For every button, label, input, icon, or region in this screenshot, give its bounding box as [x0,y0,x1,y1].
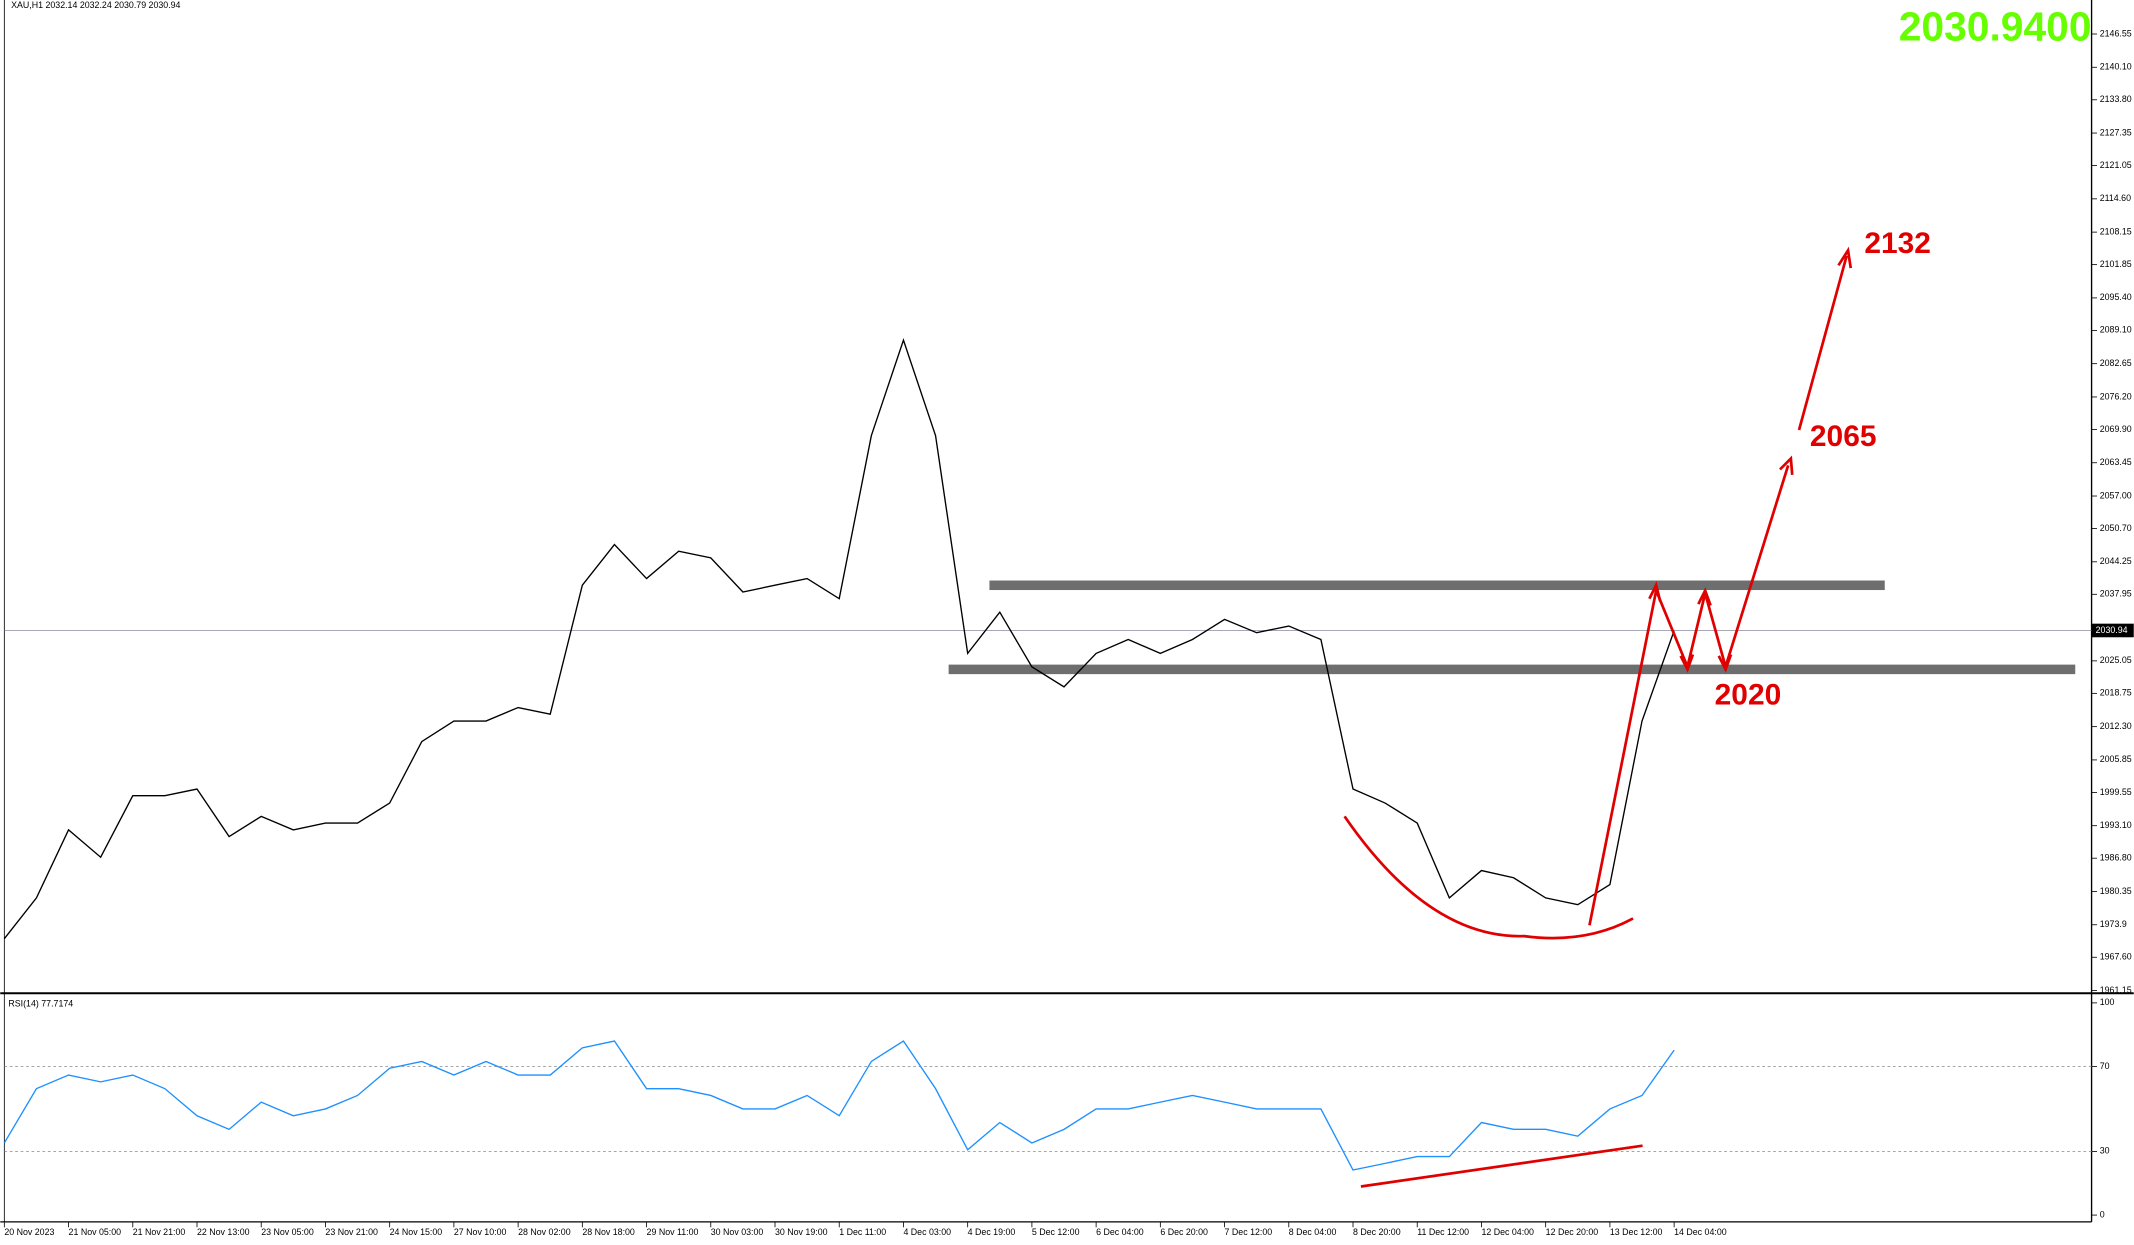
price-line [3,338,1675,940]
x-tick-label: 12 Dec 04:00 [1481,1227,1534,1237]
x-tick-label: 1 Dec 11:00 [839,1227,886,1237]
x-tick-label: 23 Nov 05:00 [261,1227,314,1237]
target-label: 2132 [1864,227,1931,260]
x-tick-label: 7 Dec 12:00 [1225,1227,1273,1237]
x-tick-label: 28 Nov 02:00 [518,1227,571,1237]
y-tick-label: 1961.15 [2100,985,2132,995]
y-tick-label: 2146.55 [2100,28,2132,38]
x-tick-label: 6 Dec 04:00 [1096,1227,1144,1237]
y-tick-label: 70 [2100,1061,2110,1071]
x-tick-label: 30 Nov 19:00 [775,1227,828,1237]
y-tick-label: 2025.05 [2100,655,2132,665]
rsi-divergence-line [1360,1144,1643,1188]
y-tick-label: 2050.70 [2100,523,2132,533]
x-tick-label: 4 Dec 03:00 [903,1227,951,1237]
y-tick-label: 2108.15 [2100,226,2132,236]
x-tick-label: 23 Nov 21:00 [325,1227,378,1237]
y-tick-label: 1993.10 [2100,820,2132,830]
y-tick-label: 2018.75 [2100,688,2132,698]
x-tick-label: 8 Dec 20:00 [1353,1227,1401,1237]
price-zone [989,580,1885,591]
y-tick-label: 2101.85 [2100,259,2132,269]
y-tick-label: 2133.80 [2100,94,2132,104]
rsi-title: RSI(14) 77.7174 [8,998,73,1008]
x-tick-label: 4 Dec 19:00 [968,1227,1016,1237]
x-tick-label: 24 Nov 15:00 [390,1227,443,1237]
price-display: 2030.9400 [1899,4,2092,50]
x-tick-label: 29 Nov 11:00 [647,1227,699,1237]
x-tick-label: 6 Dec 20:00 [1160,1227,1208,1237]
target-arrow [1797,246,1853,431]
price-zone [948,664,2076,675]
y-tick-label: 2114.60 [2100,193,2131,203]
arrowheads [1648,455,1794,673]
target-label: 2065 [1810,420,1877,453]
y-tick-label: 1967.60 [2100,952,2132,962]
support-label: 2020 [1715,679,1782,712]
y-tick-label: 2069.90 [2100,424,2132,434]
x-tick-label: 8 Dec 04:00 [1289,1227,1337,1237]
y-tick-label: 2037.95 [2100,589,2132,599]
x-tick-label: 14 Dec 04:00 [1674,1227,1727,1237]
rsi-line [3,1040,1675,1171]
x-tick-label: 21 Nov 21:00 [133,1227,186,1237]
y-tick-label: 2063.45 [2100,457,2132,467]
plot-layer: 20 Nov 2023 21 Nov 05:00 21 Nov 21:00 22 No… [3,28,2134,1237]
x-tick-label: 5 Dec 12:00 [1032,1227,1080,1237]
x-tick-label: 13 Dec 12:00 [1610,1227,1663,1237]
x-tick-label: 12 Dec 20:00 [1546,1227,1599,1237]
x-tick-label: 30 Nov 03:00 [711,1227,764,1237]
y-tick-label: 2012.30 [2100,721,2132,731]
x-tick-label: 27 Nov 10:00 [454,1227,507,1237]
rounding-bottom-curve [1343,815,1634,940]
projection-path [1588,464,1790,926]
y-tick-label: 2082.65 [2100,358,2132,368]
y-tick-label: 2127.35 [2100,127,2132,137]
y-tick-label: 2121.05 [2100,160,2132,170]
x-tick-label: 22 Nov 13:00 [197,1227,250,1237]
y-tick-label: 2044.25 [2100,556,2132,566]
y-tick-label: 2005.85 [2100,754,2132,764]
y-tick-label: 1999.55 [2100,787,2132,797]
x-tick-label: 11 Dec 12:00 [1417,1227,1469,1237]
y-tick-label: 0 [2100,1209,2105,1219]
y-tick-label: 100 [2100,997,2115,1007]
current-price-box [2091,623,2134,638]
y-tick-label: 1973.9 [2100,919,2127,929]
y-tick-label: 2076.20 [2100,391,2132,401]
chart-header: XAU,H1 2032.14 2032.24 2030.79 2030.94 [11,0,180,10]
y-tick-label: 2089.10 [2100,325,2132,335]
x-tick-label: 20 Nov 2023 [4,1227,54,1237]
y-tick-label: 2057.00 [2100,490,2132,500]
y-tick-label: 2140.10 [2100,62,2132,72]
y-tick-label: 1980.35 [2100,886,2132,896]
current-price-label: 2030.94 [2096,625,2128,635]
drawings [1343,246,1853,1188]
y-tick-label: 30 [2100,1146,2110,1156]
y-tick-label: 1986.80 [2100,853,2132,863]
x-tick-label: 21 Nov 05:00 [69,1227,122,1237]
y-tick-label: 2095.40 [2100,292,2132,302]
x-tick-label: 28 Nov 18:00 [582,1227,635,1237]
